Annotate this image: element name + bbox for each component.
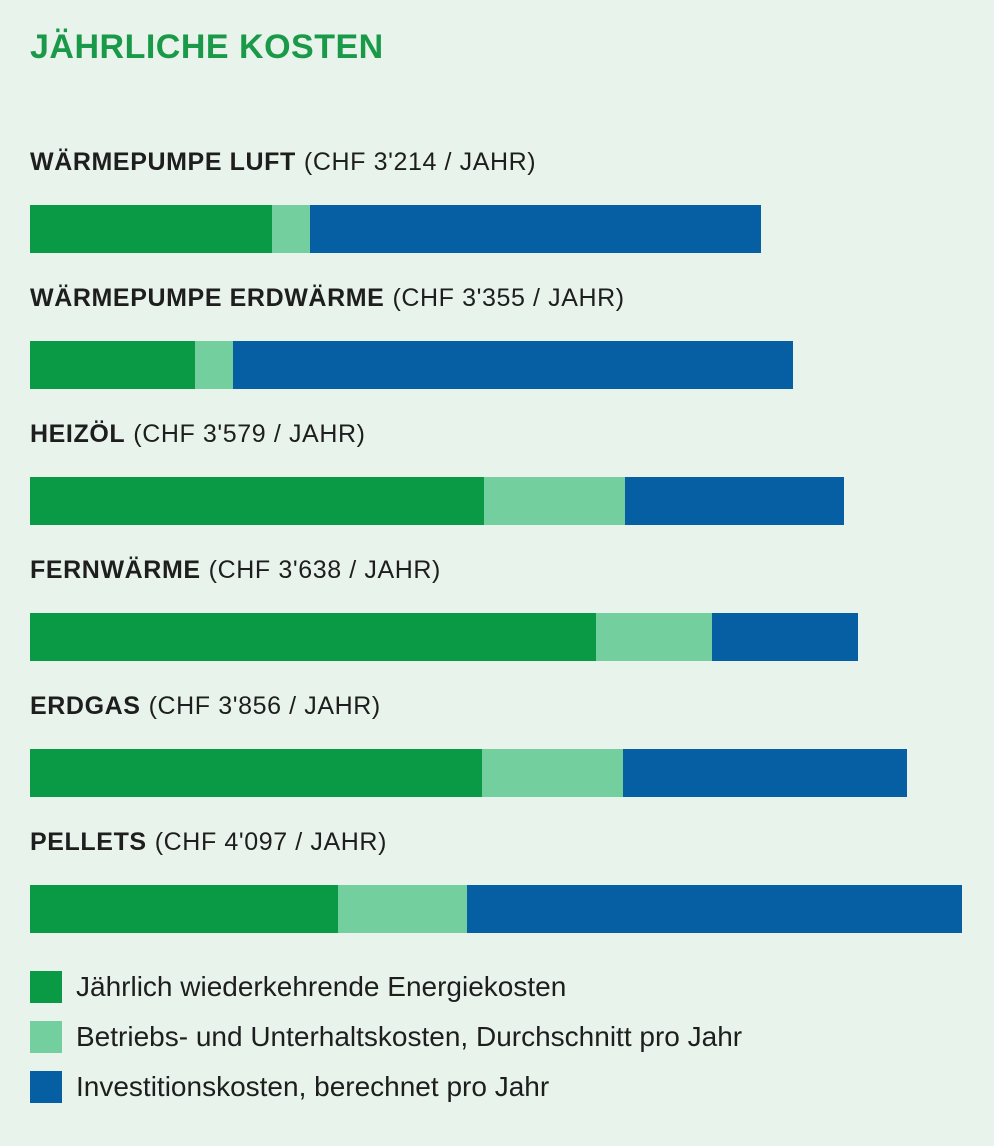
bar-label: WÄRMEPUMPE LUFT (CHF 3'214 / JAHR)	[30, 148, 536, 177]
legend-label: Investitionskosten, berechnet pro Jahr	[76, 1071, 550, 1102]
bar-segment-series-1	[30, 749, 482, 797]
bar-label: WÄRMEPUMPE ERDWÄRME (CHF 3'355 / JAHR)	[30, 284, 625, 313]
bar-label: PELLETS (CHF 4'097 / JAHR)	[30, 828, 387, 857]
legend-label: Betriebs- und Unterhaltskosten, Durchsch…	[76, 1021, 743, 1052]
bar-segment-series-2	[194, 341, 233, 389]
legend-swatch	[30, 1021, 62, 1053]
bar-segment-series-3	[711, 613, 858, 661]
bar-segment-series-3	[232, 341, 794, 389]
bar-segment-series-1	[30, 341, 195, 389]
bar-segment-series-1	[30, 613, 597, 661]
category-cost-label: (CHF 3'214 / JAHR)	[303, 148, 537, 176]
legend: Jährlich wiederkehrende Energiekosten Bet…	[30, 962, 742, 1112]
category-cost-label: (CHF 3'856 / JAHR)	[148, 692, 381, 720]
bar-segment-series-1	[30, 205, 273, 253]
category-name: WÄRMEPUMPE LUFT	[30, 148, 296, 176]
legend-item: Jährlich wiederkehrende Energiekosten	[30, 962, 742, 1012]
bar-segment-series-3	[310, 205, 762, 253]
category-cost-label: (CHF 3'579 / JAHR)	[133, 420, 366, 448]
chart-title: JÄHRLICHE KOSTEN	[30, 28, 384, 66]
stacked-bar	[30, 205, 762, 253]
bar-segment-series-2	[484, 477, 625, 525]
bar-segment-series-1	[30, 477, 485, 525]
legend-item: Investitionskosten, berechnet pro Jahr	[30, 1062, 742, 1112]
stacked-bar	[30, 341, 794, 389]
category-cost-label: (CHF 3'355 / JAHR)	[392, 284, 625, 312]
bar-segment-series-2	[482, 749, 623, 797]
bar-segment-series-3	[622, 749, 908, 797]
bar-label: HEIZÖL (CHF 3'579 / JAHR)	[30, 420, 366, 449]
bar-segment-series-3	[466, 885, 962, 933]
bar-label: FERNWÄRME (CHF 3'638 / JAHR)	[30, 556, 441, 585]
stacked-bar	[30, 885, 962, 933]
stacked-bar	[30, 477, 845, 525]
legend-label: Jährlich wiederkehrende Energiekosten	[76, 971, 567, 1002]
bar-segment-series-3	[624, 477, 845, 525]
legend-item: Betriebs- und Unterhaltskosten, Durchsch…	[30, 1012, 742, 1062]
category-name: HEIZÖL	[30, 420, 126, 448]
legend-swatch	[30, 971, 62, 1003]
bar-label: ERDGAS (CHF 3'856 / JAHR)	[30, 692, 381, 721]
bar-segment-series-1	[30, 885, 338, 933]
bar-segment-series-2	[337, 885, 467, 933]
stacked-bar	[30, 613, 858, 661]
category-name: FERNWÄRME	[30, 556, 201, 584]
category-cost-label: (CHF 4'097 / JAHR)	[154, 828, 388, 856]
stacked-bar	[30, 749, 908, 797]
category-name: PELLETS	[30, 828, 147, 856]
category-name: ERDGAS	[30, 692, 141, 720]
legend-swatch	[30, 1071, 62, 1103]
bar-segment-series-2	[596, 613, 712, 661]
category-cost-label: (CHF 3'638 / JAHR)	[208, 556, 441, 584]
category-name: WÄRMEPUMPE ERDWÄRME	[30, 284, 385, 312]
bar-segment-series-2	[272, 205, 311, 253]
